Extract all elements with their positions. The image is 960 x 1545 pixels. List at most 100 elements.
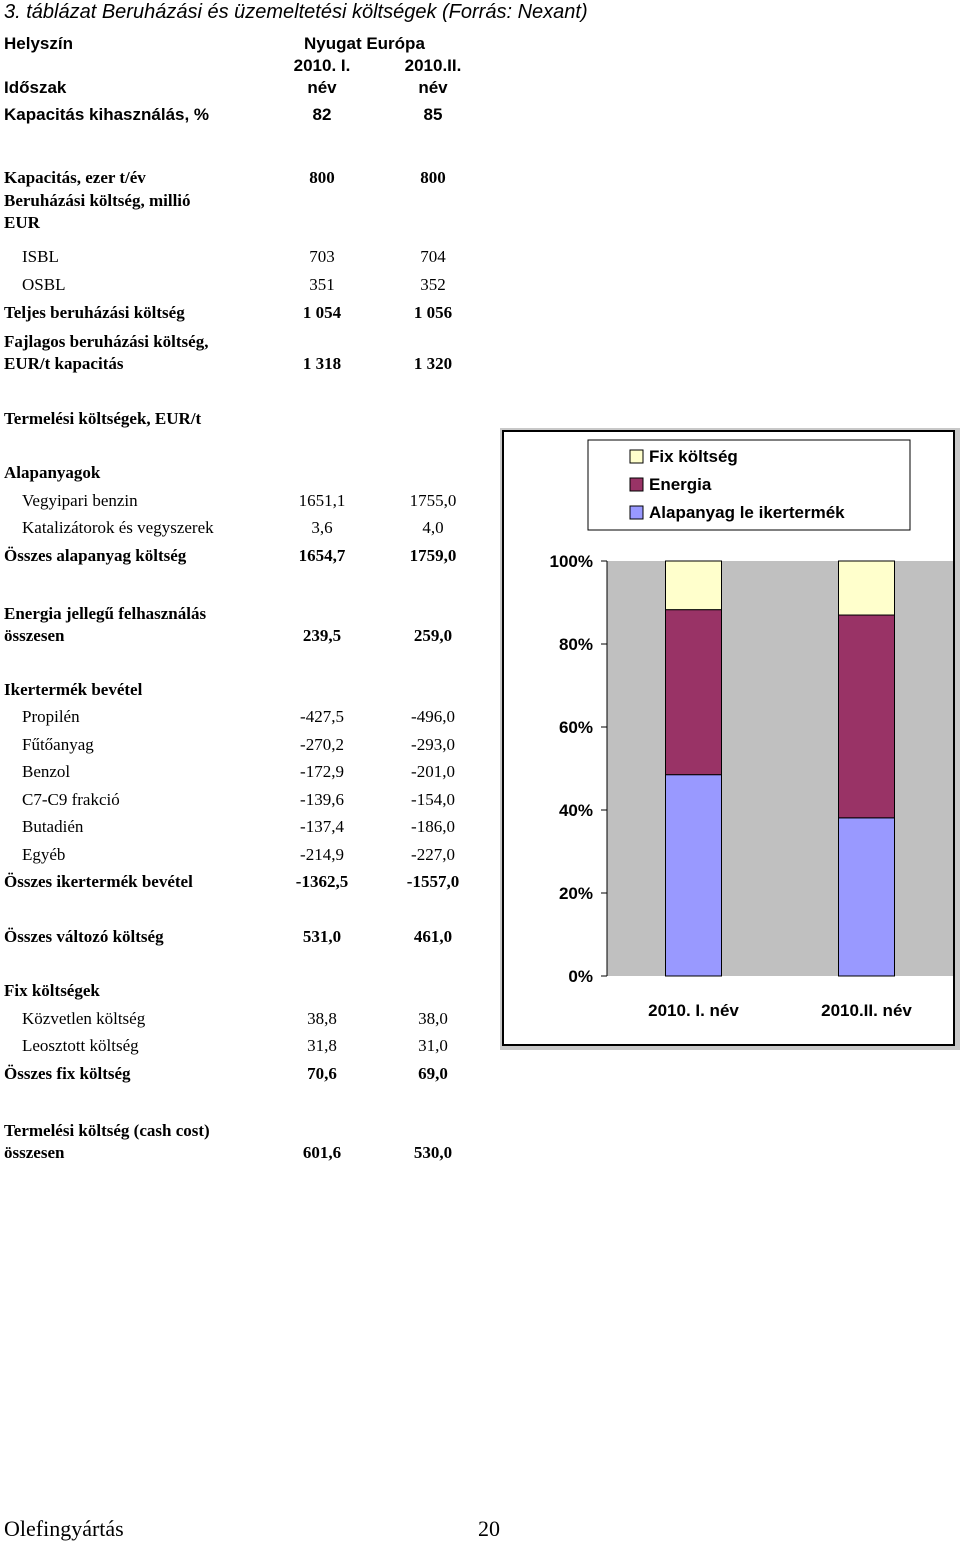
value-capacity-util-2: 85 (423, 105, 443, 124)
bars (665, 560, 895, 977)
value-isbl-1: 703 (309, 247, 335, 266)
row-label-specific-line1: Fajlagos beruházási költség, (4, 332, 209, 351)
value-naphtha-2: 1755,0 (409, 491, 457, 510)
row-label-propylene: Propilén (22, 707, 80, 726)
value-cash-cost-2: 530,0 (413, 1143, 453, 1162)
plot-area (607, 561, 953, 976)
y-tick-label: 100% (550, 552, 593, 571)
row-label-invest-line2: EUR (4, 213, 40, 232)
value-osbl-2: 352 (420, 275, 446, 294)
col1-header-line1: 2010. I. (293, 56, 351, 75)
value-c7c9-2: -154,0 (411, 790, 455, 809)
value-total-fixed-2: 69,0 (418, 1064, 448, 1083)
value-direct-2: 38,0 (418, 1009, 448, 1028)
value-butadiene-2: -186,0 (411, 817, 455, 836)
row-label-energy-line1: Energia jellegű felhasználás (4, 604, 207, 623)
value-fuel-oil-2: -293,0 (411, 735, 455, 754)
period-label: Időszak (4, 78, 67, 97)
value-cash-cost-1: 601,6 (302, 1143, 342, 1162)
value-capacity-1: 800 (309, 168, 335, 187)
row-label-benzene: Benzol (22, 762, 71, 781)
row-label-other: Egyéb (22, 845, 66, 864)
bar-segment-fix-költség (838, 560, 895, 616)
region-label: Nyugat Európa (304, 34, 425, 53)
row-label-invest-line1: Beruházási költség, millió (4, 191, 191, 210)
value-benzene-2: -201,0 (411, 762, 455, 781)
legend-label: Alapanyag le ikertermék (649, 503, 845, 522)
value-total-byproduct-2: -1557,0 (406, 872, 460, 891)
section-byproduct-income: Ikertermék bevétel (4, 680, 143, 699)
value-energy-1: 239,5 (302, 626, 342, 645)
value-other-1: -214,9 (300, 845, 344, 864)
row-label-total-variable: Összes változó költség (4, 927, 164, 946)
value-osbl-1: 351 (309, 275, 335, 294)
value-total-variable-1: 531,0 (302, 927, 342, 946)
row-label-catalysts: Katalizátorok és vegyszerek (22, 518, 214, 537)
row-label-total-fixed: Összes fix költség (4, 1064, 131, 1083)
value-capacity-util-1: 82 (312, 105, 332, 124)
section-fixed-costs: Fix költségek (4, 981, 100, 1000)
value-other-2: -227,0 (411, 845, 455, 864)
row-label-cash-cost-line1: Termelési költség (cash cost) (4, 1121, 210, 1140)
value-benzene-1: -172,9 (300, 762, 344, 781)
value-catalysts-1: 3,6 (311, 518, 333, 537)
bar-segment-energia (665, 609, 722, 776)
value-propylene-2: -496,0 (411, 707, 455, 726)
bar-segment-fix-költség (665, 560, 722, 611)
row-label-isbl: ISBL (22, 247, 59, 266)
y-tick-label: 20% (559, 884, 593, 903)
footer-title: Olefingyártás (4, 1516, 124, 1541)
row-label-total-raw: Összes alapanyag költség (4, 546, 187, 565)
stacked-bar-chart: 0% 20% 40% 60% 80% 100% 2010. I. név 2010.II. … (500, 428, 960, 1050)
legend-label: Fix költség (649, 447, 738, 466)
location-label: Helyszín (4, 34, 73, 53)
y-tick-label: 80% (559, 635, 593, 654)
bar-segment-alapanyag-le-ikertermék (838, 817, 895, 977)
value-total-variable-2: 461,0 (413, 927, 453, 946)
value-propylene-1: -427,5 (300, 707, 344, 726)
row-label-energy: összesen (4, 626, 65, 645)
y-axis: 0% 20% 40% 60% 80% 100% (550, 552, 608, 986)
value-total-invest-1: 1 054 (302, 303, 342, 322)
value-total-raw-1: 1654,7 (298, 546, 346, 565)
y-tick-label: 60% (559, 718, 593, 737)
row-label-butadiene: Butadién (22, 817, 84, 836)
col2-header-line1: 2010.II. (404, 56, 462, 75)
value-total-fixed-1: 70,6 (307, 1064, 337, 1083)
value-total-byproduct-1: -1362,5 (295, 872, 349, 891)
row-label-capacity: Kapacitás, ezer t/év (4, 168, 146, 187)
row-label-fuel-oil: Fűtőanyag (22, 735, 94, 754)
value-fuel-oil-1: -270,2 (300, 735, 344, 754)
value-total-raw-2: 1759,0 (409, 546, 457, 565)
row-label-naphtha: Vegyipari benzin (22, 491, 138, 510)
table-caption: 3. táblázat Beruházási és üzemeltetési k… (4, 1, 588, 23)
row-label-cash-cost: összesen (4, 1143, 65, 1162)
y-tick-label: 0% (568, 967, 593, 986)
page-number: 20 (478, 1516, 500, 1541)
value-isbl-2: 704 (420, 247, 446, 266)
section-production-costs: Termelési költségek, EUR/t (4, 409, 202, 428)
value-allocated-1: 31,8 (307, 1036, 337, 1055)
row-label-c7c9: C7-C9 frakció (22, 790, 120, 809)
section-raw-materials: Alapanyagok (4, 463, 101, 482)
row-label-total-byproduct: Összes ikertermék bevétel (4, 872, 193, 891)
col2-header-line2: név (418, 78, 448, 97)
value-allocated-2: 31,0 (418, 1036, 448, 1055)
x-tick-label: 2010. I. név (648, 1001, 739, 1020)
row-label-total-invest: Teljes beruházási költség (4, 303, 185, 322)
row-label-specific: EUR/t kapacitás (4, 354, 124, 373)
value-butadiene-1: -137,4 (300, 817, 344, 836)
row-label-capacity-util: Kapacitás kihasználás, % (4, 105, 210, 124)
row-label-direct: Közvetlen költség (22, 1009, 146, 1028)
x-tick-label: 2010.II. név (821, 1001, 912, 1020)
row-label-osbl: OSBL (22, 275, 66, 294)
value-capacity-2: 800 (420, 168, 446, 187)
x-axis-labels: 2010. I. név 2010.II. név (648, 1001, 912, 1020)
y-tick-label: 40% (559, 801, 593, 820)
legend-swatch (629, 505, 644, 520)
legend-swatch (629, 477, 644, 492)
value-c7c9-1: -139,6 (300, 790, 344, 809)
value-direct-1: 38,8 (307, 1009, 337, 1028)
col1-header-line2: név (307, 78, 337, 97)
legend: Fix költség Energia Alapanyag le ikertermé… (587, 439, 911, 531)
